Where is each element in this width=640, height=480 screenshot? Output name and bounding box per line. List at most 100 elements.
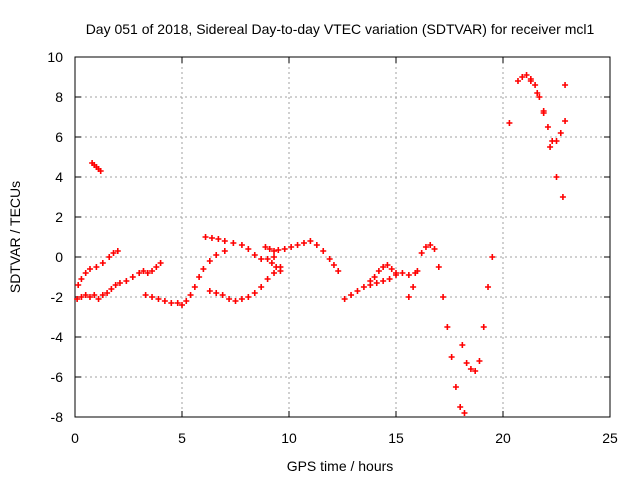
- data-point: [375, 268, 382, 274]
- data-point: [410, 284, 417, 290]
- data-point: [348, 292, 355, 298]
- data-point: [264, 276, 271, 282]
- data-point: [99, 260, 106, 266]
- data-point: [271, 248, 278, 254]
- series-s2: [89, 160, 104, 174]
- data-point: [200, 266, 207, 272]
- data-point: [206, 288, 213, 294]
- data-point: [258, 284, 265, 290]
- data-point: [461, 410, 468, 416]
- y-tick-label: 4: [55, 169, 63, 185]
- data-point: [360, 284, 367, 290]
- data-point: [191, 284, 198, 290]
- data-point: [266, 246, 273, 252]
- data-point: [320, 248, 327, 254]
- data-point: [418, 250, 425, 256]
- data-point: [341, 296, 348, 302]
- data-point: [187, 292, 194, 298]
- data-point: [93, 264, 100, 270]
- data-point: [386, 276, 393, 282]
- data-point: [459, 342, 466, 348]
- data-point: [414, 268, 421, 274]
- data-point: [273, 264, 280, 270]
- y-tick-label: -8: [51, 409, 64, 425]
- data-point: [196, 274, 203, 280]
- x-tick-label: 25: [602, 430, 618, 446]
- data-point: [444, 324, 451, 330]
- data-point: [472, 368, 479, 374]
- y-tick-label: -2: [51, 289, 64, 305]
- data-point: [431, 246, 438, 252]
- data-point: [129, 274, 136, 280]
- data-point: [112, 282, 119, 288]
- data-point: [367, 282, 374, 288]
- data-point: [559, 194, 566, 200]
- data-point: [371, 274, 378, 280]
- chart-title: Day 051 of 2018, Sidereal Day-to-day VTE…: [86, 21, 595, 37]
- grid: [75, 57, 610, 417]
- data-point: [221, 248, 228, 254]
- data-point: [330, 262, 337, 268]
- series-s13: [506, 120, 513, 126]
- data-point: [136, 270, 143, 276]
- data-point: [226, 296, 233, 302]
- data-point: [307, 238, 314, 244]
- data-point: [206, 258, 213, 264]
- axis-ticks: 0 5 10 15 20 25 -8 -6 -4 -2 0 2 4 6 8 10: [47, 49, 618, 446]
- data-point: [78, 276, 85, 282]
- series-s3: [74, 260, 164, 302]
- data-point: [245, 294, 252, 300]
- data-point: [104, 290, 111, 296]
- data-point: [480, 324, 487, 330]
- data-point: [527, 78, 534, 84]
- data-point: [452, 384, 459, 390]
- data-point: [534, 90, 541, 96]
- data-point: [384, 262, 391, 268]
- data-point: [116, 280, 123, 286]
- data-point: [144, 270, 151, 276]
- data-point: [174, 300, 181, 306]
- data-point: [540, 110, 547, 116]
- data-point: [140, 268, 147, 274]
- data-point: [108, 286, 115, 292]
- y-tick-label: 0: [55, 249, 63, 265]
- data-point: [440, 294, 447, 300]
- series-s15: [527, 78, 566, 200]
- data-point: [271, 270, 278, 276]
- data-point: [75, 282, 82, 288]
- data-point: [168, 300, 175, 306]
- data-point: [553, 138, 560, 144]
- data-point: [213, 252, 220, 258]
- data-point: [288, 244, 295, 250]
- x-tick-label: 20: [495, 430, 511, 446]
- data-points: [74, 72, 569, 416]
- data-point: [245, 246, 252, 252]
- data-point: [326, 256, 333, 262]
- data-point: [422, 244, 429, 250]
- data-point: [519, 74, 526, 80]
- data-point: [149, 294, 156, 300]
- data-point: [106, 254, 113, 260]
- data-point: [123, 278, 130, 284]
- y-axis-label: SDTVAR / TECUs: [7, 181, 23, 293]
- data-point: [142, 292, 149, 298]
- data-point: [97, 168, 104, 174]
- data-point: [114, 248, 121, 254]
- data-point: [313, 242, 320, 248]
- series-s7: [262, 238, 342, 274]
- data-point: [489, 254, 496, 260]
- data-point: [110, 250, 117, 256]
- data-point: [74, 296, 81, 302]
- x-axis-label: GPS time / hours: [287, 458, 394, 474]
- data-point: [215, 236, 222, 242]
- data-point: [251, 290, 258, 296]
- data-point: [202, 234, 209, 240]
- data-point: [448, 354, 455, 360]
- data-point: [99, 292, 106, 298]
- data-point: [335, 268, 342, 274]
- data-point: [562, 118, 569, 124]
- data-point: [399, 270, 406, 276]
- data-point: [219, 292, 226, 298]
- plot-frame: [74, 56, 611, 418]
